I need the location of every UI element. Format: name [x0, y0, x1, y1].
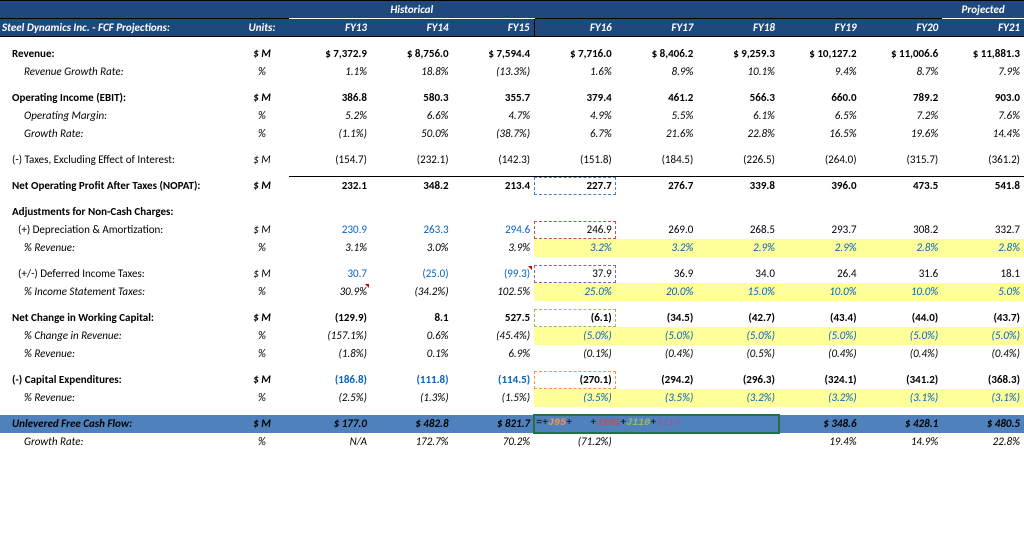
- da-fy16-cell[interactable]: 246.9: [534, 221, 616, 239]
- projected-header: Projected: [942, 1, 1024, 19]
- nwc-row: Net Change in Working Capital:$ M (129.9…: [0, 309, 1024, 327]
- nopat-row: Net Operating Profit After Taxes (NOPAT)…: [0, 177, 1024, 195]
- capex-pct-row: % Revenue:% (2.5%)(1.3%)(1.5%) (3.5%)(3.…: [0, 389, 1024, 407]
- deftax-row: (+/-) Deferred Income Taxes:$ M 30.7(25.…: [0, 265, 1024, 283]
- deftax-fy16-cell[interactable]: 37.9: [534, 265, 616, 283]
- capex-row: (-) Capital Expenditures:$ M (186.8)(111…: [0, 371, 1024, 389]
- deftax-pct-row: % Income Statement Taxes:% 30.9%(34.2%)1…: [0, 283, 1024, 301]
- capex-fy16-cell[interactable]: (270.1): [534, 371, 616, 389]
- nopat-fy16-cell[interactable]: 227.7: [534, 177, 616, 195]
- taxes-row: (-) Taxes, Excluding Effect of Interest:…: [0, 151, 1024, 169]
- nwc-pct-row: % Revenue:% (1.8%)0.1%6.9%(0.1%)(0.4%)(0…: [0, 345, 1024, 363]
- ebit-row: Operating Income (EBIT):$ M 386.8580.335…: [0, 89, 1024, 107]
- da-row: (+) Depreciation & Amortization:$ M 230.…: [0, 221, 1024, 239]
- adjustments-header-row: Adjustments for Non-Cash Charges:: [0, 203, 1024, 221]
- da-pct-row: % Revenue:% 3.1%3.0%3.9% 3.2%3.2%2.9%2.9…: [0, 239, 1024, 257]
- period-header-row: Historical Projected: [0, 1, 1024, 19]
- op-margin-row: Operating Margin:% 5.2%6.6%4.7%4.9%5.5%6…: [0, 107, 1024, 125]
- revenue-growth-row: Revenue Growth Rate:% 1.1%18.8%(13.3%)1.…: [0, 63, 1024, 81]
- historical-header: Historical: [289, 1, 534, 19]
- ufcf-formula-cell[interactable]: =+J95+J98+J101+J110+J114: [534, 415, 779, 433]
- fcf-projection-table: Historical Projected Steel Dynamics Inc.…: [0, 0, 1024, 451]
- units-header: Units:: [235, 19, 290, 37]
- column-header-row: Steel Dynamics Inc. - FCF Projections: U…: [0, 19, 1024, 37]
- ebit-growth-row: Growth Rate:% (1.1%)50.0%(38.7%)6.7%21.6…: [0, 125, 1024, 143]
- table-title: Steel Dynamics Inc. - FCF Projections:: [0, 19, 235, 37]
- ufcf-growth-row: Growth Rate:% N/A172.7%70.2%(71.2%)19.4%…: [0, 433, 1024, 451]
- nwc-chg-row: % Change in Revenue:% (157.1%)0.6%(45.4%…: [0, 327, 1024, 345]
- revenue-row: Revenue: $ M $ 7,372.9$ 8,756.0$ 7,594.4…: [0, 45, 1024, 63]
- ufcf-row: Unlevered Free Cash Flow:$ M $ 177.0$ 48…: [0, 415, 1024, 433]
- nwc-fy16-cell[interactable]: (6.1): [534, 309, 616, 327]
